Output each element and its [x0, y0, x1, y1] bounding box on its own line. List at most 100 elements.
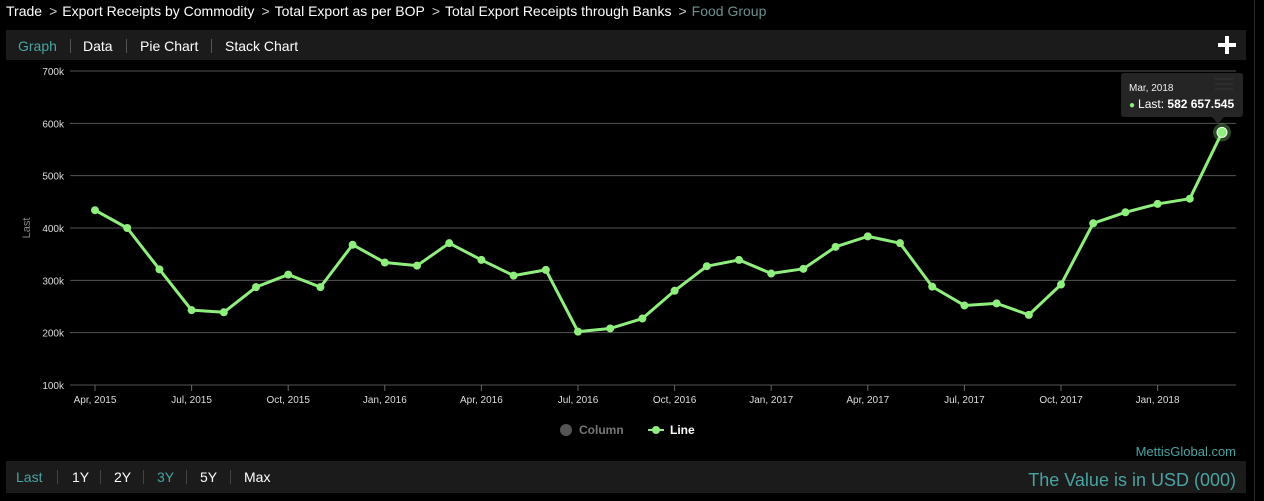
legend-column-label: Column [579, 423, 624, 437]
x-tick-label: Oct, 2016 [653, 395, 697, 406]
legend-item-line[interactable]: Line [648, 423, 695, 437]
data-point[interactable] [1057, 280, 1065, 289]
range-1y-button[interactable]: 1Y [72, 469, 90, 485]
x-tick-label: Apr, 2015 [74, 395, 117, 406]
range-divider [143, 470, 144, 484]
x-tick-label: Jan, 2017 [749, 395, 793, 406]
range-2y-button[interactable]: 2Y [114, 469, 132, 485]
y-tick-label: 100k [42, 381, 65, 392]
y-tick-label: 400k [42, 224, 65, 235]
data-point[interactable] [219, 308, 228, 317]
data-point[interactable] [670, 286, 679, 295]
y-tick-label: 200k [42, 329, 65, 340]
data-point[interactable] [1024, 310, 1033, 319]
tooltip-date: Mar, 2018 [1129, 83, 1174, 94]
x-tick-label: Oct, 2015 [267, 395, 311, 406]
range-divider [230, 470, 231, 484]
data-point[interactable] [1121, 208, 1130, 217]
credit-link[interactable]: MettisGlobal.com [1135, 444, 1236, 459]
data-point[interactable] [155, 265, 164, 274]
data-point[interactable] [702, 262, 711, 271]
data-point[interactable] [187, 306, 196, 315]
legend-item-column[interactable]: Column [560, 423, 624, 437]
y-tick-label: 500k [42, 172, 65, 183]
data-point[interactable] [445, 239, 454, 248]
data-point[interactable] [863, 232, 872, 241]
y-tick-label: 300k [42, 276, 65, 287]
data-point[interactable] [380, 258, 389, 267]
breadcrumb-item-total-export-bop[interactable]: Total Export as per BOP [274, 3, 425, 19]
breadcrumb-item-total-export-banks[interactable]: Total Export Receipts through Banks [445, 3, 672, 19]
data-point[interactable] [992, 299, 1001, 308]
tooltip-value: 582 657.545 [1167, 97, 1235, 111]
breadcrumb-separator: > [678, 3, 687, 19]
data-point[interactable] [413, 261, 421, 270]
legend-column-marker-icon [560, 424, 572, 436]
data-point[interactable] [735, 255, 743, 264]
series-line [94, 131, 1224, 334]
range-max-button[interactable]: Max [244, 469, 271, 485]
data-point[interactable] [348, 240, 357, 249]
data-point[interactable] [638, 314, 647, 323]
chart-tooltip: Mar, 2018 ● Last: 582 657.545 [1121, 73, 1243, 124]
data-point[interactable] [1089, 219, 1098, 228]
range-5y-button[interactable]: 5Y [200, 469, 218, 485]
data-point[interactable] [509, 271, 518, 280]
range-3y-button[interactable]: 3Y [157, 469, 175, 485]
range-divider [100, 470, 101, 484]
breadcrumb: Trade > Export Receipts by Commodity > Total… [6, 3, 766, 23]
y-tick-label: 600k [42, 119, 65, 130]
tab-graph[interactable]: Graph [18, 38, 57, 54]
x-tick-label: Jan, 2018 [1136, 395, 1180, 406]
data-point[interactable] [574, 327, 582, 336]
range-divider [57, 470, 58, 484]
data-point[interactable] [252, 283, 260, 292]
tab-pie-chart[interactable]: Pie Chart [140, 38, 199, 54]
tab-divider [70, 39, 71, 53]
right-divider [1254, 0, 1255, 501]
tooltip-dot-icon: ● [1129, 100, 1136, 111]
data-point-highlight[interactable] [1216, 126, 1228, 138]
tooltip-row: ● Last: 582 657.545 [1129, 97, 1234, 111]
data-point[interactable] [284, 270, 293, 279]
data-point[interactable] [541, 265, 550, 274]
data-point[interactable] [960, 301, 969, 310]
x-tick-label: Jul, 2016 [558, 395, 599, 406]
data-point[interactable] [928, 282, 937, 291]
legend-line-label: Line [670, 423, 695, 437]
range-last-button[interactable]: Last [16, 469, 43, 485]
data-point[interactable] [1185, 194, 1194, 203]
data-point[interactable] [606, 324, 615, 333]
data-point[interactable] [767, 269, 776, 278]
data-point[interactable] [316, 283, 325, 292]
tooltip-series: Last: [1138, 97, 1165, 111]
x-tick-label: Jan, 2016 [363, 395, 407, 406]
tab-stack-chart[interactable]: Stack Chart [225, 38, 299, 54]
x-tick-label: Oct, 2017 [1039, 395, 1083, 406]
breadcrumb-item-trade[interactable]: Trade [6, 3, 43, 19]
x-tick-label: Apr, 2017 [846, 395, 889, 406]
line-chart: 100k 200k 300k 400k 500k 600k 700k Apr, 2015 Ju… [21, 67, 1236, 406]
x-tick-label: Apr, 2016 [460, 395, 503, 406]
chart-tabs: Graph Data Pie Chart Stack Chart [6, 30, 1246, 60]
range-selector: Last 1Y 2Y 3Y 5Y Max The Value is in USD… [6, 461, 1246, 493]
tab-divider [126, 39, 127, 53]
x-tick-label: Jul, 2017 [944, 395, 985, 406]
data-point[interactable] [123, 224, 132, 232]
data-point[interactable] [477, 255, 486, 264]
data-point[interactable] [91, 206, 99, 215]
data-point[interactable] [799, 264, 808, 273]
breadcrumb-current: Food Group [691, 3, 767, 19]
tab-data[interactable]: Data [83, 38, 113, 54]
range-divider [186, 470, 187, 484]
x-tick-label: Jul, 2015 [171, 395, 212, 406]
breadcrumb-separator: > [261, 3, 270, 19]
data-point[interactable] [1153, 199, 1162, 208]
y-axis-label: Last [21, 218, 33, 239]
expand-plus-icon[interactable] [1217, 35, 1237, 55]
breadcrumb-item-export-receipts[interactable]: Export Receipts by Commodity [62, 3, 255, 19]
tab-divider [211, 39, 212, 53]
chart-area [6, 60, 1246, 460]
data-point[interactable] [896, 239, 904, 248]
data-point[interactable] [831, 242, 840, 251]
